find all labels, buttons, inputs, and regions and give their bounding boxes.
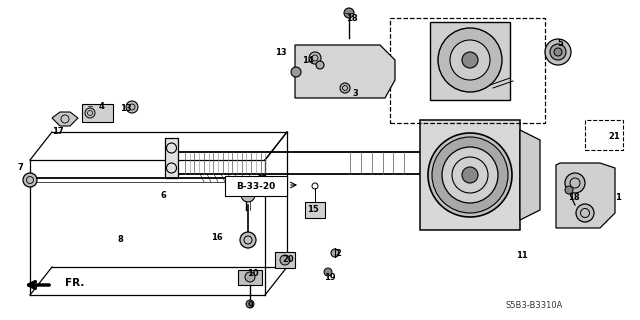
Circle shape bbox=[246, 300, 254, 308]
Circle shape bbox=[257, 175, 267, 185]
Text: 9: 9 bbox=[247, 300, 253, 309]
Bar bbox=[390, 18, 545, 123]
Circle shape bbox=[565, 173, 585, 193]
Circle shape bbox=[241, 188, 255, 202]
Text: 18: 18 bbox=[346, 13, 358, 22]
Circle shape bbox=[596, 130, 612, 146]
Text: 13: 13 bbox=[120, 103, 132, 113]
Polygon shape bbox=[520, 130, 540, 220]
Circle shape bbox=[450, 40, 490, 80]
Polygon shape bbox=[420, 120, 520, 230]
Text: 5: 5 bbox=[557, 38, 563, 47]
Polygon shape bbox=[275, 252, 295, 268]
Text: 3: 3 bbox=[352, 89, 358, 98]
Circle shape bbox=[432, 137, 508, 213]
Circle shape bbox=[462, 167, 478, 183]
Circle shape bbox=[438, 28, 502, 92]
Circle shape bbox=[245, 272, 255, 282]
Circle shape bbox=[85, 108, 95, 118]
Text: 19: 19 bbox=[324, 274, 336, 283]
Text: 8: 8 bbox=[117, 235, 123, 244]
Polygon shape bbox=[52, 112, 78, 126]
Text: 1: 1 bbox=[615, 193, 621, 202]
FancyBboxPatch shape bbox=[225, 176, 287, 196]
Polygon shape bbox=[430, 22, 510, 100]
Circle shape bbox=[554, 48, 562, 56]
Circle shape bbox=[126, 101, 138, 113]
Text: 13: 13 bbox=[275, 47, 287, 57]
Text: 4: 4 bbox=[98, 101, 104, 110]
Text: 7: 7 bbox=[17, 163, 23, 172]
Circle shape bbox=[324, 268, 332, 276]
Text: 21: 21 bbox=[608, 132, 620, 140]
Circle shape bbox=[462, 52, 478, 68]
Circle shape bbox=[309, 52, 321, 64]
Circle shape bbox=[344, 8, 354, 18]
Circle shape bbox=[428, 133, 512, 217]
Circle shape bbox=[280, 255, 290, 265]
Polygon shape bbox=[305, 202, 325, 218]
Circle shape bbox=[240, 232, 256, 248]
Polygon shape bbox=[165, 138, 178, 178]
Polygon shape bbox=[295, 45, 395, 98]
Text: 20: 20 bbox=[282, 254, 294, 263]
Circle shape bbox=[331, 249, 339, 257]
Text: 6: 6 bbox=[160, 191, 166, 201]
Circle shape bbox=[291, 67, 301, 77]
Text: 16: 16 bbox=[211, 233, 223, 242]
Bar bbox=[585, 120, 623, 150]
Text: 15: 15 bbox=[307, 205, 319, 214]
Text: 18: 18 bbox=[568, 194, 580, 203]
Text: 11: 11 bbox=[516, 251, 528, 260]
Circle shape bbox=[565, 186, 573, 194]
Text: B-33-20: B-33-20 bbox=[236, 181, 276, 190]
Text: 17: 17 bbox=[52, 126, 64, 135]
Text: 10: 10 bbox=[247, 268, 259, 277]
Circle shape bbox=[23, 173, 37, 187]
Text: 2: 2 bbox=[335, 249, 341, 258]
Circle shape bbox=[545, 39, 571, 65]
Circle shape bbox=[442, 147, 498, 203]
Text: FR.: FR. bbox=[65, 278, 84, 288]
Circle shape bbox=[316, 61, 324, 69]
Circle shape bbox=[340, 83, 350, 93]
Polygon shape bbox=[82, 104, 113, 122]
Circle shape bbox=[550, 44, 566, 60]
Text: 14: 14 bbox=[302, 55, 314, 65]
Text: S5B3-B3310A: S5B3-B3310A bbox=[505, 300, 563, 309]
Polygon shape bbox=[556, 163, 615, 228]
Circle shape bbox=[576, 204, 594, 222]
Polygon shape bbox=[238, 270, 262, 285]
